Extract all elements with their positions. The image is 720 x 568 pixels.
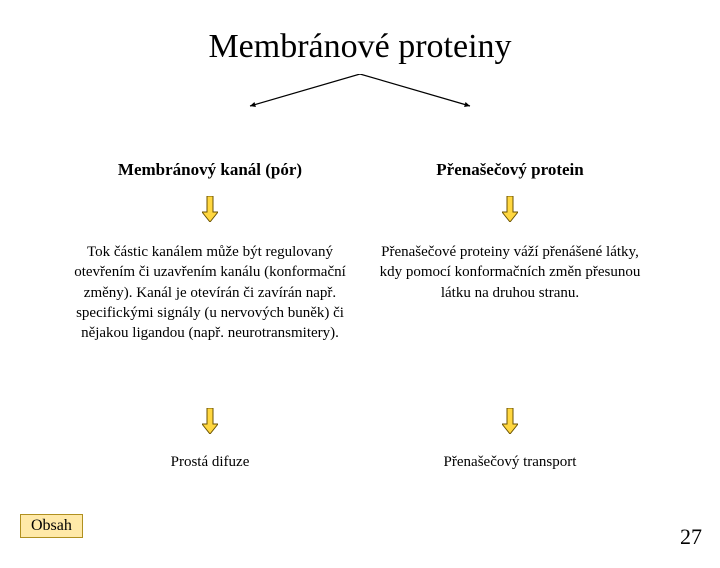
right-heading: Přenašečový protein: [436, 160, 583, 180]
column-right: Přenašečový protein Přenašečové proteiny…: [360, 120, 660, 471]
left-heading: Membránový kanál (pór): [118, 160, 302, 180]
right-bottom-label: Přenašečový transport: [444, 454, 577, 471]
column-left: Membránový kanál (pór) Tok částic kanále…: [60, 120, 360, 471]
left-bottom-label: Prostá difuze: [171, 454, 250, 471]
left-body: Tok částic kanálem může být regulovaný o…: [70, 242, 350, 392]
obsah-button[interactable]: Obsah: [20, 514, 83, 538]
page-title: Membránové proteiny: [0, 28, 720, 66]
page-number: 27: [680, 524, 702, 550]
columns: Membránový kanál (pór) Tok částic kanále…: [0, 120, 720, 471]
fork-arrow-svg: [190, 74, 530, 110]
down-arrow-wrap: [202, 180, 218, 222]
right-body: Přenašečové proteiny váží přenášené látk…: [370, 242, 650, 392]
fork-arrows: [0, 74, 720, 110]
down-arrow-icon: [502, 196, 518, 222]
down-arrow-icon: [202, 408, 218, 434]
down-arrow-icon: [502, 408, 518, 434]
down-arrow-wrap: [502, 392, 518, 434]
down-arrow-icon: [202, 196, 218, 222]
down-arrow-wrap: [502, 180, 518, 222]
down-arrow-wrap: [202, 392, 218, 434]
